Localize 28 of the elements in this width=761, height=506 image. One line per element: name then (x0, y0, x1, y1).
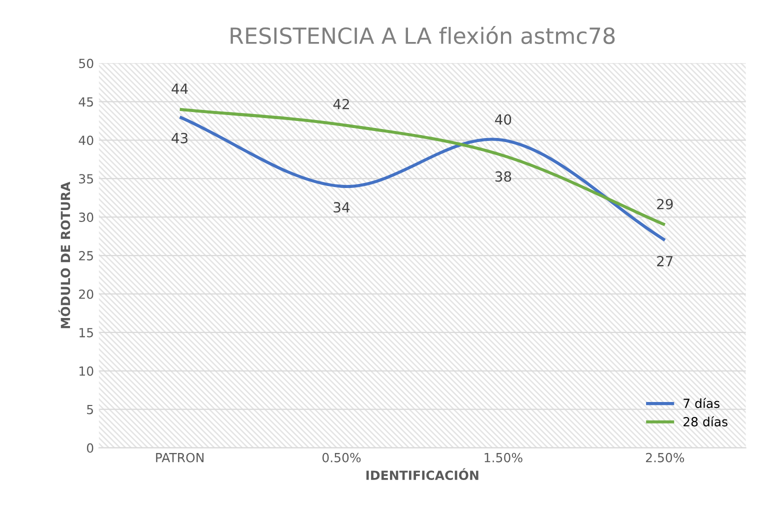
legend-label: 7 días (684, 398, 720, 408)
data-label: 34 (334, 202, 350, 213)
data-label: 44 (172, 84, 188, 94)
y-tick-label: 10 (80, 366, 94, 376)
y-tick-label: 50 (79, 58, 94, 68)
x-tick-label: 1.50% (484, 452, 522, 462)
data-label: 38 (495, 171, 512, 182)
y-axis-title: MÓDULO DE ROTURA (58, 182, 70, 328)
chart-title: RESISTENCIA A LA flexión astmc78 (230, 26, 615, 44)
y-tick-label: 15 (80, 328, 93, 338)
y-tick-label: 40 (78, 136, 94, 146)
y-tick-label: 20 (79, 289, 94, 299)
data-label: 42 (333, 98, 349, 110)
legend-label: 28 días (684, 416, 728, 426)
y-tick-label: 45 (78, 97, 93, 107)
data-label: 27 (657, 256, 673, 266)
x-axis-title: IDENTIFICACIÓN (366, 468, 478, 480)
y-tick-label: 5 (87, 404, 93, 414)
x-tick-label: PATRON (156, 452, 204, 462)
data-label: 29 (657, 198, 673, 210)
data-label: 40 (495, 114, 512, 125)
data-label: 43 (172, 132, 188, 144)
y-tick-label: 25 (79, 251, 93, 260)
y-tick-label: 35 (79, 174, 93, 184)
x-tick-label: 0.50% (322, 452, 361, 462)
y-tick-label: 0 (86, 443, 94, 453)
x-tick-label: 2.50% (646, 452, 684, 462)
y-tick-label: 30 (79, 212, 94, 222)
